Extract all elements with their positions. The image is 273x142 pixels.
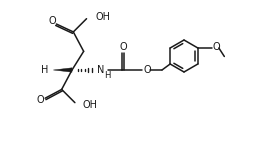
Text: O: O (143, 65, 151, 75)
Text: OH: OH (83, 100, 98, 110)
Text: H: H (104, 70, 110, 80)
Text: OH: OH (96, 12, 111, 22)
Text: O: O (212, 42, 220, 52)
Text: O: O (36, 95, 44, 105)
Polygon shape (53, 68, 72, 72)
Text: O: O (119, 42, 127, 52)
Text: H: H (41, 65, 48, 75)
Text: N: N (97, 64, 104, 75)
Text: O: O (49, 16, 56, 26)
